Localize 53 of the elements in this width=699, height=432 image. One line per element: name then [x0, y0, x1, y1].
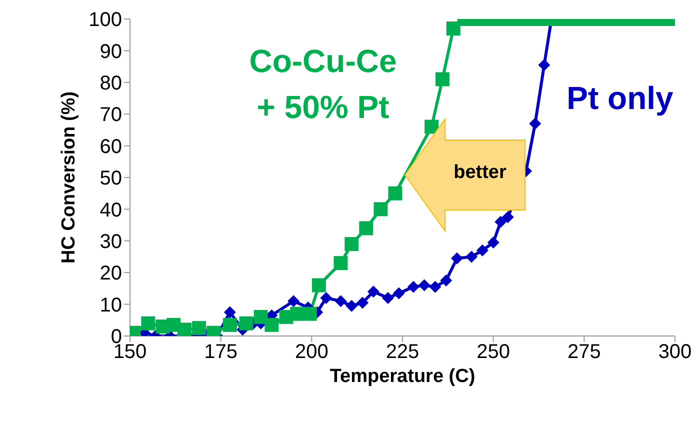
point [312, 278, 326, 292]
point [494, 216, 507, 228]
point [192, 321, 206, 336]
point [487, 236, 500, 248]
point [178, 322, 192, 336]
point [334, 295, 347, 308]
y-tick-label: 60 [100, 136, 122, 158]
y-tick-label: 10 [100, 294, 122, 316]
y-tick-label: 80 [100, 72, 122, 94]
point [320, 292, 332, 304]
point [418, 279, 430, 292]
point [222, 318, 237, 332]
point [334, 256, 348, 270]
point [302, 306, 317, 321]
y-tick-label: 40 [100, 199, 122, 222]
point [374, 202, 388, 216]
y-tick-label: 50 [100, 168, 122, 190]
x-tick-label: 225 [386, 341, 420, 364]
point [288, 295, 300, 308]
x-tick-label: 275 [567, 341, 601, 364]
x-tick-label: 175 [204, 341, 238, 364]
y-tick-label: 70 [100, 104, 122, 126]
point [388, 186, 402, 200]
point [392, 287, 405, 300]
x-tick-label: 200 [294, 341, 328, 364]
point [359, 221, 374, 236]
point [224, 306, 236, 318]
point [476, 244, 488, 256]
point [344, 237, 359, 252]
y-tick-label: 30 [100, 231, 122, 253]
series-label: Co-Cu-Ce + 50% Pt [248, 42, 398, 127]
x-tick-label: 300 [658, 341, 692, 364]
point [141, 316, 156, 330]
series-label: Pt only [566, 79, 674, 118]
point [429, 280, 442, 293]
y-axis-title: HC Conversion (%) [58, 91, 80, 264]
point [440, 274, 452, 287]
y-tick-label: 100 [88, 9, 122, 32]
point [239, 316, 254, 330]
point [502, 211, 514, 224]
y-tick-label: 90 [100, 40, 122, 63]
x-axis-title: Temperature (C) [330, 366, 476, 387]
point [466, 250, 478, 263]
y-tick-label: 20 [100, 262, 122, 285]
annotation: better [452, 162, 508, 184]
x-tick-label: 250 [476, 341, 510, 364]
point [346, 300, 358, 312]
point [382, 292, 394, 304]
point [451, 252, 463, 264]
point [356, 296, 369, 309]
point [407, 280, 420, 293]
point [264, 318, 279, 332]
point [367, 286, 380, 298]
